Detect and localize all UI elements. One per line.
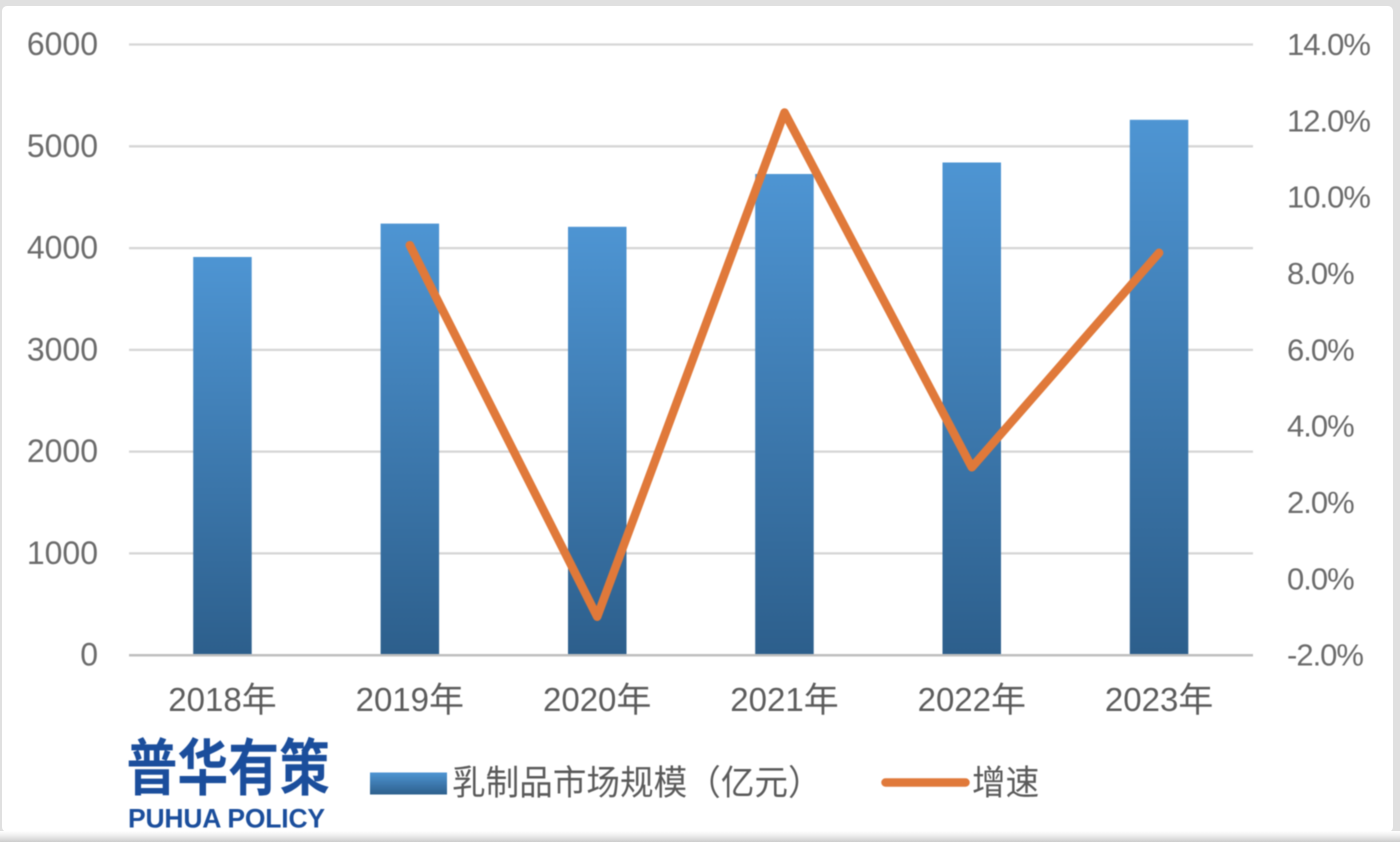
svg-text:10.0%: 10.0% [1287,180,1370,215]
svg-text:2021: 2021 [730,681,803,718]
svg-text:2022: 2022 [918,681,991,718]
svg-text:2023: 2023 [1105,681,1178,718]
svg-text:2020: 2020 [543,681,616,718]
svg-text:0.0%: 0.0% [1287,561,1354,596]
svg-text:4000: 4000 [27,230,98,266]
svg-text:6000: 6000 [27,26,98,62]
svg-text:8.0%: 8.0% [1287,256,1354,291]
svg-text:12.0%: 12.0% [1287,103,1370,138]
svg-text:0: 0 [80,637,98,673]
svg-text:2.0%: 2.0% [1287,485,1354,520]
svg-text:3000: 3000 [27,331,98,367]
svg-text:1000: 1000 [27,535,98,571]
svg-text:PUHUA POLICY: PUHUA POLICY [128,804,325,834]
svg-text:6.0%: 6.0% [1287,332,1354,367]
svg-text:-2.0%: -2.0% [1287,638,1363,673]
svg-text:5000: 5000 [27,128,98,164]
svg-text:2000: 2000 [27,433,98,469]
svg-text:4.0%: 4.0% [1287,409,1354,444]
svg-text:14.0%: 14.0% [1287,27,1370,62]
svg-text:2018: 2018 [168,681,241,718]
svg-text:2019: 2019 [356,681,429,718]
